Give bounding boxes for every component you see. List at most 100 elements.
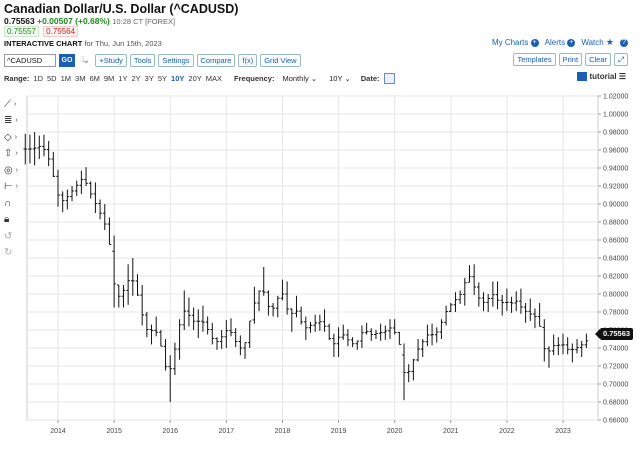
y-tick-label: 0.88000 — [603, 220, 628, 227]
menu-icon[interactable]: ☰ — [618, 72, 626, 81]
x-tick-label: 2020 — [387, 428, 403, 435]
chart-label: INTERACTIVE CHART — [4, 39, 83, 48]
y-tick-label: 1.00000 — [603, 112, 628, 119]
undo-icon[interactable]: ↺ — [4, 230, 13, 242]
range-max[interactable]: MAX — [205, 73, 223, 83]
range-1m[interactable]: 1M — [60, 73, 72, 83]
range-10y[interactable]: 10Y — [171, 73, 185, 83]
y-tick-label: 0.86000 — [603, 238, 628, 245]
expand-icon[interactable]: ⤢ — [614, 53, 628, 66]
add-study-button[interactable]: +Study — [95, 53, 127, 67]
y-tick-label: 0.80000 — [603, 292, 628, 299]
y-tick-label: 0.78000 — [603, 310, 628, 317]
range-5y[interactable]: 5Y — [157, 73, 168, 83]
bid-ask: 0.75557 0.75564 — [4, 26, 79, 37]
ask-price: 0.75564 — [43, 26, 79, 37]
compare-button[interactable]: Compare — [196, 53, 236, 67]
y-tick-label: 0.94000 — [603, 166, 628, 173]
line-tool-icon[interactable]: ⟋ › — [4, 98, 17, 110]
page-title: Canadian Dollar/U.S. Dollar (^CADUSD) — [4, 2, 239, 16]
y-tick-label: 0.98000 — [603, 130, 628, 137]
range-1d[interactable]: 1D — [33, 73, 44, 83]
x-tick-label: 2021 — [443, 428, 459, 435]
range-1y[interactable]: 1Y — [118, 73, 128, 83]
period-value: 10Y — [329, 73, 343, 83]
x-tick-label: 2015 — [106, 428, 122, 435]
range-20y[interactable]: 20Y — [188, 73, 202, 83]
chevron-down-icon: ⌄ — [310, 73, 318, 83]
templates-button[interactable]: Templates — [513, 53, 556, 66]
fibonacci-tool-icon[interactable]: ≣ › — [4, 115, 18, 127]
help-icon[interactable]: ? — [620, 38, 628, 47]
range-2y[interactable]: 2Y — [131, 73, 141, 83]
chart-heading: INTERACTIVE CHART for Thu, Jun 15th, 202… — [4, 39, 162, 48]
x-tick-label: 2014 — [50, 428, 66, 435]
arrow-tool-icon[interactable]: ⇧ › — [4, 148, 18, 160]
x-tick-label: 2018 — [275, 428, 291, 435]
price-line: 0.75563 +0.00507 (+0.68%) 10:28 CT [FORE… — [4, 16, 175, 26]
settings-button[interactable]: Settings — [158, 53, 194, 67]
grid-view-button[interactable]: Grid View — [260, 53, 301, 67]
bid-price: 0.75557 — [4, 26, 39, 37]
range-3y[interactable]: 3Y — [144, 73, 154, 83]
toolbar-right: Templates Print Clear ⤢ — [513, 53, 628, 66]
tutorial-link[interactable]: tutorial ☰ — [577, 72, 626, 82]
magnet-icon[interactable]: ∩ — [4, 197, 12, 209]
chevron-down-icon: ⌄ — [344, 73, 351, 83]
alerts-link[interactable]: Alerts + — [545, 38, 576, 47]
video-icon — [577, 72, 588, 82]
print-button[interactable]: Print — [558, 53, 583, 66]
y-tick-label: 0.90000 — [603, 202, 628, 209]
calendar-icon[interactable] — [383, 72, 395, 84]
lock-icon[interactable]: 🔒︎ — [4, 214, 10, 226]
y-tick-label: 0.92000 — [603, 184, 628, 191]
clear-button[interactable]: Clear — [585, 53, 611, 66]
annotation-tool-icon[interactable]: ◎ › — [4, 164, 19, 176]
y-tick-label: 0.68000 — [603, 400, 628, 407]
x-tick-label: 2019 — [331, 428, 347, 435]
frequency-value: Monthly — [282, 73, 309, 83]
star-icon: ★ — [605, 37, 614, 47]
watch-label: Watch — [581, 38, 604, 47]
last-price-badge: 0.75563 — [595, 327, 633, 340]
plus-icon: + — [567, 38, 576, 47]
y-tick-label: 0.96000 — [603, 148, 628, 155]
last-price: 0.75563 — [4, 16, 35, 26]
plus-icon: + — [530, 38, 539, 47]
range-label: Range: — [4, 73, 30, 83]
header-links: My Charts + Alerts + Watch ★ ? — [492, 37, 628, 48]
y-tick-label: 0.66000 — [603, 418, 628, 425]
drawing-tools: ⟋ › ≣ › ◇ › ⇧ › ◎ › ⊢ › ∩ 🔒︎ ↺ ↻ — [4, 96, 26, 261]
y-tick-label: 0.74000 — [603, 346, 628, 353]
x-tick-label: 2023 — [555, 428, 571, 435]
tutorial-label: tutorial — [589, 72, 617, 81]
measure-tool-icon[interactable]: ⊢ › — [4, 181, 19, 193]
my-charts-label: My Charts — [491, 38, 529, 47]
range-9m[interactable]: 9M — [103, 73, 115, 83]
y-tick-label: 0.72000 — [603, 364, 628, 371]
y-tick-label: 0.70000 — [603, 382, 628, 389]
function-button[interactable]: f(x) — [238, 53, 258, 67]
symbol-input[interactable] — [4, 53, 56, 67]
go-button[interactable]: GO — [59, 53, 75, 67]
alerts-label: Alerts — [544, 38, 566, 47]
range-3m[interactable]: 3M — [75, 73, 86, 83]
my-charts-link[interactable]: My Charts + — [492, 38, 539, 47]
range-5d[interactable]: 5D — [47, 73, 57, 83]
period-select[interactable]: 10Y ⌄ — [329, 74, 351, 83]
tools-button[interactable]: Tools — [129, 53, 156, 67]
date-label: Date: — [360, 73, 380, 83]
quote-time: 10:28 CT [FOREX] — [112, 17, 176, 26]
redo-icon[interactable]: ↻ — [4, 247, 13, 259]
range-6m[interactable]: 6M — [89, 73, 100, 83]
chart-type-icon[interactable]: ⫶⌄ — [82, 55, 89, 64]
watch-link[interactable]: Watch ★ — [581, 37, 614, 48]
y-tick-label: 0.82000 — [603, 274, 628, 281]
chart-date: for Thu, Jun 15th, 2023 — [84, 39, 162, 48]
chart-toolbar: GO ⫶⌄ +Study Tools Settings Compare f(x)… — [4, 53, 301, 67]
frequency-label: Frequency: — [234, 73, 275, 83]
frequency-select[interactable]: Monthly ⌄ — [282, 74, 317, 83]
y-tick-label: 1.02000 — [603, 94, 628, 101]
shape-tool-icon[interactable]: ◇ › — [4, 131, 18, 143]
